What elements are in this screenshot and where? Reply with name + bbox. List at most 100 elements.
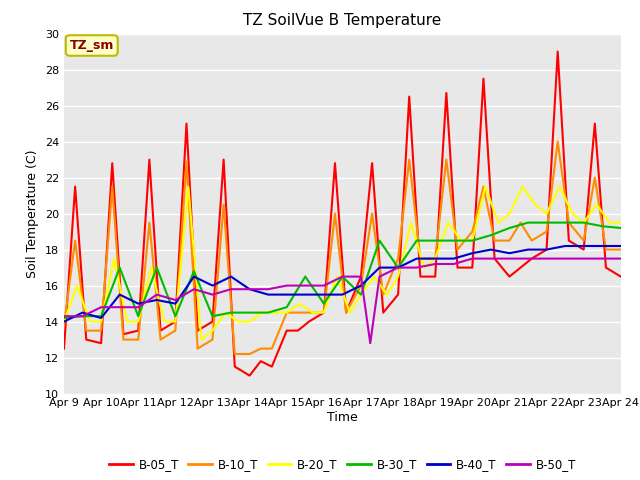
B-05_T: [231, 364, 239, 370]
B-50_T: [376, 274, 383, 279]
B-30_T: [153, 264, 161, 270]
Line: B-10_T: B-10_T: [64, 142, 621, 354]
B-20_T: [543, 211, 550, 216]
B-50_T: [97, 304, 105, 310]
B-05_T: [543, 247, 550, 252]
B-05_T: [305, 319, 313, 324]
B-50_T: [506, 256, 513, 262]
Line: B-30_T: B-30_T: [64, 223, 621, 318]
B-30_T: [506, 225, 513, 231]
B-30_T: [79, 313, 86, 319]
B-05_T: [405, 94, 413, 99]
B-10_T: [134, 336, 142, 342]
B-20_T: [97, 319, 105, 324]
B-20_T: [383, 292, 391, 298]
B-20_T: [147, 264, 155, 270]
B-20_T: [73, 283, 81, 288]
B-40_T: [227, 274, 235, 279]
B-50_T: [450, 261, 458, 267]
B-05_T: [209, 319, 216, 324]
B-20_T: [134, 319, 142, 324]
B-40_T: [506, 250, 513, 256]
B-05_T: [565, 238, 573, 243]
B-05_T: [479, 76, 487, 82]
B-10_T: [417, 256, 424, 262]
B-50_T: [190, 286, 198, 292]
B-30_T: [580, 220, 588, 226]
B-10_T: [257, 346, 264, 351]
B-40_T: [617, 243, 625, 249]
B-10_T: [246, 351, 253, 357]
B-50_T: [357, 274, 365, 279]
B-10_T: [602, 247, 610, 252]
Legend: B-05_T, B-10_T, B-20_T, B-30_T, B-40_T, B-50_T: B-05_T, B-10_T, B-20_T, B-30_T, B-40_T, …: [104, 454, 580, 476]
B-10_T: [305, 310, 313, 315]
B-10_T: [479, 184, 487, 190]
B-20_T: [606, 220, 614, 226]
B-20_T: [431, 256, 439, 262]
B-05_T: [83, 336, 90, 342]
B-20_T: [86, 319, 94, 324]
B-05_T: [516, 264, 524, 270]
B-40_T: [116, 292, 124, 298]
B-40_T: [468, 250, 476, 256]
B-05_T: [246, 372, 253, 378]
Line: B-50_T: B-50_T: [64, 259, 621, 343]
B-30_T: [320, 300, 328, 306]
B-30_T: [209, 313, 216, 319]
B-20_T: [420, 264, 428, 270]
B-10_T: [431, 256, 439, 262]
B-40_T: [543, 247, 550, 252]
B-30_T: [301, 274, 309, 279]
B-10_T: [60, 323, 68, 328]
B-10_T: [209, 336, 216, 342]
Line: B-20_T: B-20_T: [64, 187, 621, 339]
B-05_T: [554, 48, 561, 54]
B-20_T: [110, 256, 118, 262]
B-05_T: [108, 160, 116, 166]
B-40_T: [246, 286, 253, 292]
B-40_T: [301, 292, 309, 298]
B-20_T: [394, 274, 402, 279]
B-20_T: [481, 184, 489, 190]
B-20_T: [161, 319, 168, 324]
B-10_T: [565, 220, 573, 226]
B-05_T: [97, 340, 105, 346]
B-10_T: [528, 238, 536, 243]
B-05_T: [294, 328, 301, 334]
B-30_T: [246, 310, 253, 315]
B-40_T: [394, 264, 402, 270]
B-05_T: [71, 184, 79, 190]
B-10_T: [442, 156, 450, 162]
B-50_T: [116, 304, 124, 310]
B-10_T: [554, 139, 561, 144]
B-10_T: [283, 310, 291, 315]
X-axis label: Time: Time: [327, 411, 358, 424]
B-50_T: [60, 313, 68, 319]
B-10_T: [516, 220, 524, 226]
B-05_T: [182, 120, 190, 126]
B-20_T: [506, 211, 513, 216]
B-10_T: [491, 238, 499, 243]
B-50_T: [227, 286, 235, 292]
B-10_T: [331, 211, 339, 216]
B-50_T: [209, 292, 216, 298]
B-10_T: [172, 328, 179, 334]
B-05_T: [194, 328, 202, 334]
B-05_T: [145, 156, 153, 162]
B-50_T: [617, 256, 625, 262]
Title: TZ SoilVue B Temperature: TZ SoilVue B Temperature: [243, 13, 442, 28]
B-10_T: [580, 238, 588, 243]
B-20_T: [593, 202, 600, 207]
B-40_T: [79, 310, 86, 315]
B-30_T: [487, 232, 495, 238]
B-20_T: [495, 220, 502, 226]
B-30_T: [339, 274, 346, 279]
B-30_T: [617, 225, 625, 231]
B-10_T: [194, 346, 202, 351]
B-50_T: [468, 256, 476, 262]
B-20_T: [184, 184, 192, 190]
B-40_T: [357, 283, 365, 288]
B-30_T: [413, 238, 420, 243]
B-10_T: [342, 310, 350, 315]
